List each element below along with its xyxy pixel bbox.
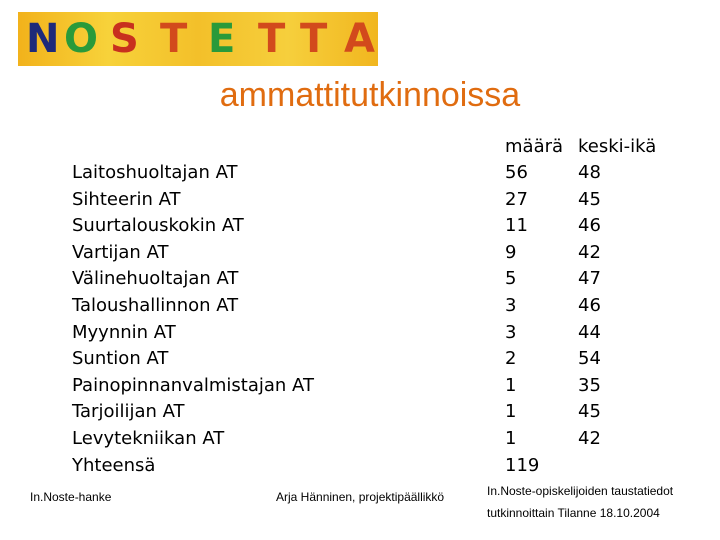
qualification-label: Tarjoilijan AT [72, 401, 185, 423]
qualification-labels-column: Laitoshuoltajan AT Sihteerin AT Suurtalous… [72, 160, 314, 479]
age-value: 48 [578, 162, 601, 183]
age-column: 48 45 46 42 47 46 44 54 35 45 42 [578, 160, 601, 479]
qualification-label: Myynnin AT [72, 321, 176, 343]
age-value: 45 [578, 188, 601, 210]
age-value [578, 453, 601, 480]
qualification-label: Taloushallinnon AT [72, 294, 239, 316]
age-value: 46 [578, 294, 601, 316]
count-column: 56 27 11 9 5 3 3 2 1 1 1 119 [505, 160, 539, 479]
footer-project: In.Noste-hanke [30, 490, 112, 504]
count-value: 5 [505, 268, 517, 290]
logo-letter: E [208, 16, 236, 62]
qualification-label: Sihteerin AT [72, 188, 181, 210]
count-column-header: määrä [505, 136, 564, 157]
qualification-label: Painopinnanvalmistajan AT [72, 374, 314, 396]
qualification-label: Yhteensä [72, 454, 156, 476]
count-value: 3 [505, 294, 517, 316]
age-value: 54 [578, 348, 601, 370]
qualification-label: Suurtalouskokin AT [72, 215, 244, 237]
logo-letter: T [160, 16, 188, 62]
qualification-label: Levytekniikan AT [72, 427, 225, 449]
logo-letter: N [26, 16, 60, 62]
footer-info-line2: tutkinnoittain Tilanne 18.10.2004 [487, 506, 660, 520]
count-value: 1 [505, 427, 517, 449]
age-value: 42 [578, 241, 601, 263]
age-value: 44 [578, 321, 601, 343]
qualification-label: Suntion AT [72, 348, 169, 370]
age-value: 35 [578, 374, 601, 396]
age-value: 42 [578, 427, 601, 449]
count-value: 2 [505, 348, 517, 370]
footer-author: Arja Hänninen, projektipäällikkö [276, 490, 445, 504]
age-value: 47 [578, 268, 601, 290]
logo-letter: T [258, 16, 286, 62]
logo-letter: A [344, 16, 375, 62]
footer-info-line1: In.Noste-opiskelijoiden taustatiedot [487, 484, 674, 498]
page-title: ammattitutkinnoissa [219, 76, 521, 114]
logo-letter: S [110, 16, 139, 62]
qualification-label: Vartijan AT [72, 241, 169, 263]
count-value: 3 [505, 321, 517, 343]
age-value: 45 [578, 401, 601, 423]
count-value: 11 [505, 215, 528, 237]
logo-letter: T [300, 16, 328, 62]
age-value: 46 [578, 215, 601, 237]
count-value: 1 [505, 401, 517, 423]
count-value: 27 [505, 188, 528, 210]
count-value: 56 [505, 162, 528, 183]
count-value: 119 [505, 454, 540, 476]
age-column-header: keski-ikä [578, 136, 657, 157]
count-value: 1 [505, 374, 517, 396]
qualification-label: Laitoshuoltajan AT [72, 162, 238, 183]
count-value: 9 [505, 241, 517, 263]
qualification-label: Välinehuoltajan AT [72, 268, 239, 290]
logo-letter: O [64, 16, 99, 62]
